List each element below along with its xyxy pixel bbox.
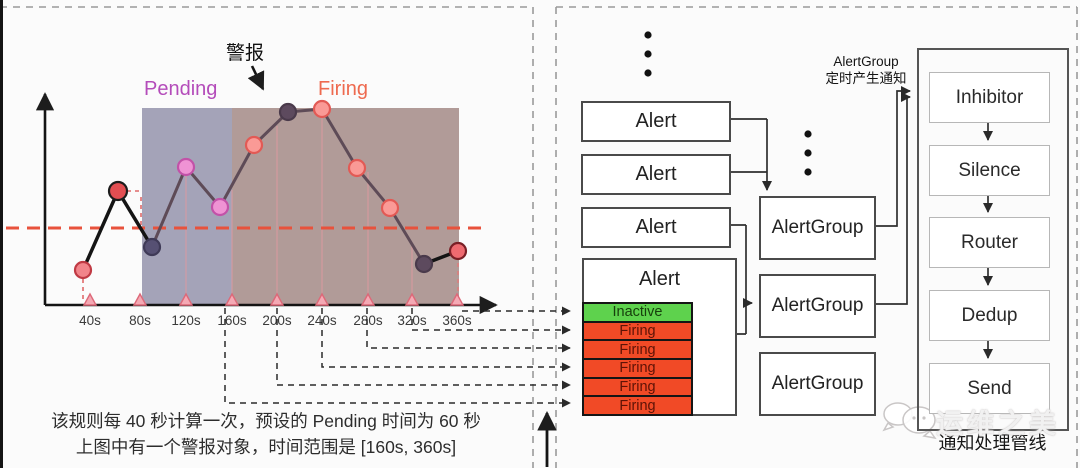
data-point [73,260,93,280]
x-tick-label: 280s [353,313,383,328]
state-row: Firing [584,322,691,340]
right-panel-border [555,6,1078,468]
state-row: Firing [584,378,691,396]
caption-line-2: 上图中有一个警报对象，时间范围是 [160s, 360s] [75,437,457,457]
tick-marker [178,292,194,306]
data-point [210,197,230,217]
alert-group-3-label: AlertGroup [771,373,864,394]
firing-label: Firing [318,78,369,100]
state-row: Firing [584,341,691,359]
data-point [176,157,196,177]
group2-to-pipeline [872,91,912,305]
alert-box-2-label: Alert [635,163,677,185]
x-tick-label: 360s [442,313,472,328]
caption-line-1: 该规则每 40 秒计算一次，预设的 Pending 时间为 60 秒 [51,411,481,431]
watermark-logo-icon [882,402,937,440]
ellipsis-dots-icon [644,31,812,176]
notification-pipeline-box [917,48,1069,431]
data-point [278,102,298,122]
alert-group-box-3: AlertGroup [759,352,876,416]
curve-segment [81,189,154,271]
alert-box-1-label: Alert [635,110,677,132]
x-tick-label: 40s [79,313,101,328]
alert-box-3: Alert [581,207,731,248]
pipeline-caption: 通知处理管线 [938,433,1047,453]
x-tick-label: 80s [129,313,151,328]
state-label: Firing [619,379,656,396]
state-label: Firing [619,341,656,358]
tick-marker [132,292,148,306]
alert-state-box: Alert Inactive Firing Firing Firing Firing Fi… [582,258,737,416]
data-point [107,180,129,202]
state-row: Inactive [584,304,691,321]
data-point [244,135,264,155]
tick-marker [82,292,98,306]
data-point [312,99,332,119]
x-tick-label: 160s [217,313,247,328]
region-tick-guides [185,113,413,304]
chart-caption: 该规则每 40 秒计算一次，预设的 Pending 时间为 60 秒 上图中有一… [4,408,528,460]
state-label: Firing [619,397,656,414]
alert-state-box-title: Alert [638,268,681,290]
alert-group-box-2: AlertGroup [759,274,876,338]
tick-marker [404,292,420,306]
data-point [347,158,367,178]
state-row: Firing [584,360,691,377]
watermark-text: 运维之美 [936,409,1060,439]
data-point [142,237,162,257]
connector-160s-firing [224,308,571,408]
tick-marker [314,292,330,306]
stage-router-label: Router [960,231,1019,253]
group-notify-label: AlertGroup 定时产生通知 [812,53,920,87]
alert-group-box-1: AlertGroup [759,196,876,260]
pipeline-stage-inhibitor: Inhibitor [929,72,1050,123]
stage-dedup-label: Dedup [961,304,1018,326]
stage-inhibitor-label: Inhibitor [955,86,1024,108]
data-point [380,198,400,218]
connector-240s-firing [321,308,571,372]
alert-box-2: Alert [581,154,731,195]
pipeline-stage-silence: Silence [929,145,1050,196]
state-row: Firing [584,397,691,415]
tick-to-state-connectors [224,306,571,408]
tick-marker [449,292,465,306]
alert-annotation-arrow [247,65,265,91]
data-point [448,241,468,261]
metric-curve [73,99,468,280]
group1-to-pipeline [872,85,912,227]
connector-320s-firing [411,308,571,335]
group-notify-line-2: 定时产生通知 [825,71,907,86]
pipeline-stage-router: Router [929,217,1050,268]
connector-280s-firing [366,308,571,353]
alerts-to-group1 [727,118,767,190]
x-tick-label: 120s [171,313,201,328]
alert-annotation-label: 警报 [226,43,265,64]
tick-marker [360,292,376,306]
tick-marker [224,292,240,306]
state-label: Firing [619,323,656,339]
alert-box-1: Alert [581,101,731,142]
data-point [414,254,434,274]
axis-ticks: 40s 80s 120s 160s 200s 240s 280s 320s 360s [79,292,472,328]
stage-send-label: Send [967,377,1012,399]
alert-box-3-label: Alert [635,216,677,238]
peak-guide [127,190,143,225]
pipeline-stage-send: Send [929,363,1050,414]
tick-marker [269,292,285,306]
alert-state-stack: Inactive Firing Firing Firing Firing Firing [582,302,693,416]
alert-group-1-label: AlertGroup [771,217,864,238]
firing-region [232,108,459,305]
pending-label: Pending [144,78,218,100]
pipeline-stage-dedup: Dedup [929,290,1050,341]
connector-200s-firing [276,308,571,390]
stage-silence-label: Silence [958,159,1021,181]
group-notify-line-1: AlertGroup [833,54,899,69]
left-panel-border [0,6,534,468]
state-label: Firing [619,360,656,377]
alert-group-2-label: AlertGroup [771,295,864,316]
state-label: Inactive [612,304,663,321]
